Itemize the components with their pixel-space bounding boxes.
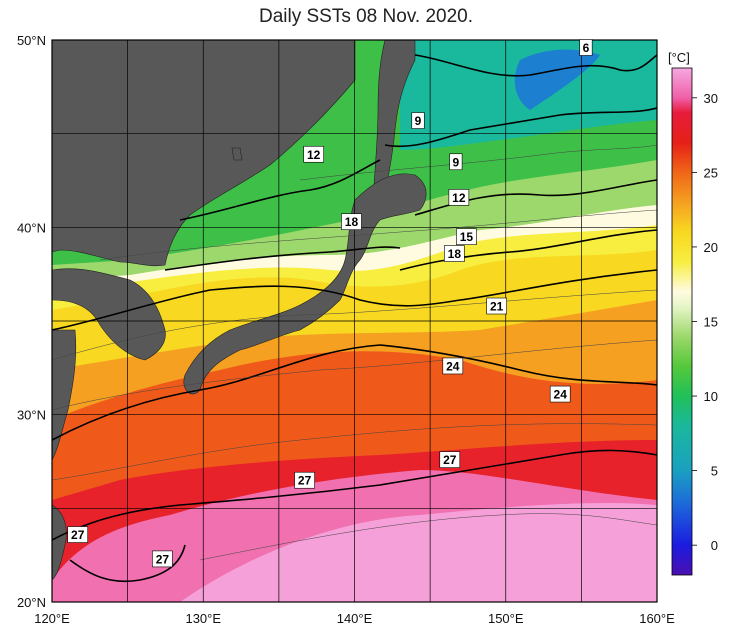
contour-label-box (579, 39, 593, 56)
contour-label: 18 (345, 215, 359, 229)
colorbar-tick-label: 10 (704, 389, 718, 404)
map-frame (51, 39, 658, 603)
colorbar: [°C] 30 25 20 15 10 5 0 (668, 50, 718, 576)
sst-minor-contours (52, 144, 657, 561)
colorbar-tick-label: 0 (711, 538, 718, 553)
contour-label-box (152, 550, 173, 568)
colorbar-units: [°C] (668, 50, 690, 65)
contour-label: 21 (490, 300, 504, 314)
colorbar-tick-label: 15 (704, 315, 718, 330)
contour-label-box (448, 189, 470, 206)
contour-label-box (486, 297, 507, 315)
contour-label: 27 (156, 552, 170, 566)
contour-label-box (303, 145, 324, 163)
contour-label-box (456, 228, 477, 245)
colorbar-tick-label: 20 (704, 240, 718, 255)
contour-label: 15 (460, 230, 474, 244)
sst-contours (52, 54, 657, 583)
contour-label-box (449, 153, 463, 171)
contour-label: 24 (446, 359, 460, 373)
contour-label-box (442, 357, 464, 375)
contour-label: 18 (448, 247, 462, 261)
contour-label: 12 (307, 148, 321, 162)
colorbar-ticks: 30 25 20 15 10 5 0 (692, 91, 718, 553)
contour-label: 12 (452, 191, 466, 205)
contour-label-box (549, 385, 571, 403)
contour-label-box (444, 245, 465, 262)
colorbar-gradient (671, 67, 693, 576)
contour-label-box (294, 471, 315, 489)
contour-label: 6 (583, 41, 590, 55)
contour-label-box (411, 112, 425, 129)
contour-label: 9 (415, 114, 422, 128)
contour-label-box (67, 526, 89, 543)
contour-label: 27 (298, 474, 312, 488)
latitude-labels: 50°N 40°N 30°N 20°N (17, 33, 46, 610)
colorbar-tick-label: 30 (704, 91, 718, 106)
longitude-label: 120°E (34, 611, 70, 626)
colorbar-tick-label: 5 (711, 464, 718, 479)
contour-label: 27 (443, 453, 457, 467)
longitude-labels: 120°E 130°E 140°E 150°E 160°E (34, 611, 675, 626)
contour-label-box (341, 213, 362, 231)
longitude-label: 150°E (488, 611, 524, 626)
longitude-label: 140°E (337, 611, 373, 626)
contour-label: 9 (452, 155, 459, 169)
contour-label: 24 (554, 388, 568, 402)
latitude-label: 20°N (17, 595, 46, 610)
contour-label: 27 (71, 528, 85, 542)
latitude-label: 40°N (17, 220, 46, 235)
colorbar-tick-label: 25 (704, 165, 718, 180)
contour-label-group: 6 9 9 12 12 18 15 18 21 24 24 27 27 27 27 (67, 39, 593, 568)
longitude-label: 160°E (639, 611, 675, 626)
map-title: Daily SSTs 08 Nov. 2020. (258, 6, 474, 27)
contour-label-box (439, 451, 461, 468)
latitude-label: 30°N (17, 408, 46, 423)
latitude-label: 50°N (17, 33, 46, 48)
longitude-label: 130°E (185, 611, 221, 626)
